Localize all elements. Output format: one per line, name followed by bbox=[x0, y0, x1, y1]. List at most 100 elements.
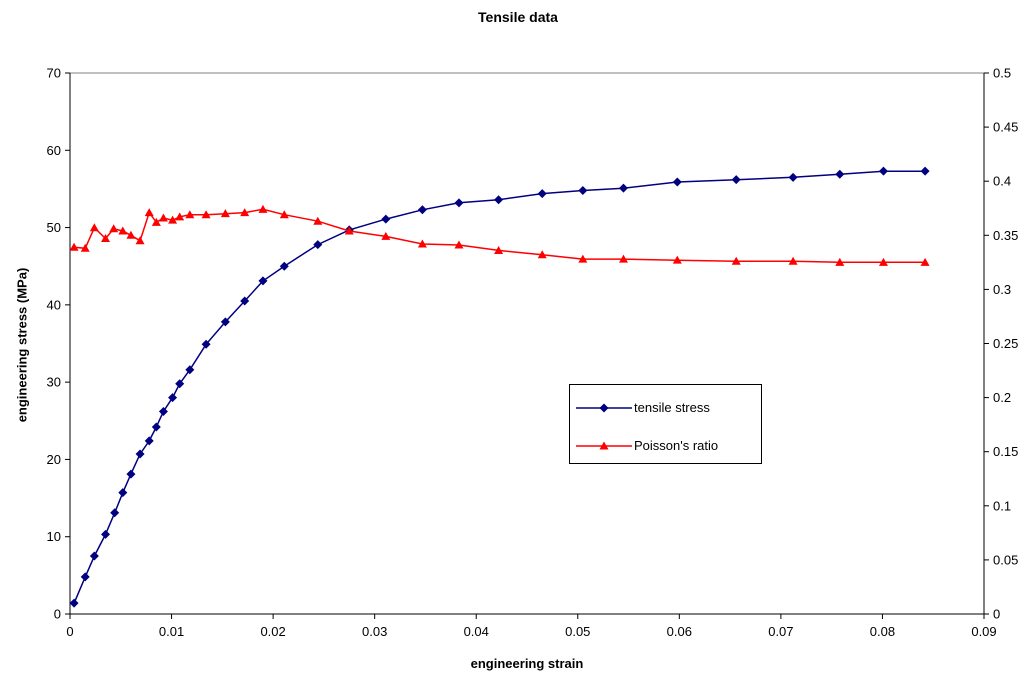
data-point-poisson-s-ratio bbox=[920, 257, 930, 266]
data-point-tensile-stress bbox=[69, 598, 79, 608]
data-point-poisson-s-ratio bbox=[89, 223, 99, 232]
data-point-poisson-s-ratio bbox=[109, 224, 119, 233]
data-point-tensile-stress bbox=[417, 205, 427, 215]
y2-tick-label: 0.05 bbox=[993, 552, 1018, 567]
x-tick-label: 0.02 bbox=[260, 624, 285, 639]
data-point-tensile-stress bbox=[80, 572, 90, 582]
y-tick-label: 50 bbox=[47, 220, 61, 235]
x-tick-label: 0.08 bbox=[870, 624, 895, 639]
data-point-tensile-stress bbox=[788, 172, 798, 182]
data-point-poisson-s-ratio bbox=[240, 208, 250, 217]
data-point-tensile-stress bbox=[201, 339, 211, 349]
data-point-poisson-s-ratio bbox=[80, 243, 90, 252]
y2-tick-label: 0.3 bbox=[993, 282, 1011, 297]
y2-tick-label: 0.1 bbox=[993, 498, 1011, 513]
data-point-tensile-stress bbox=[118, 488, 128, 498]
data-point-poisson-s-ratio bbox=[537, 250, 547, 259]
legend-item-poissons-ratio: Poisson's ratio bbox=[570, 436, 763, 456]
y-tick-label: 60 bbox=[47, 143, 61, 158]
legend-triangle-marker-icon bbox=[576, 441, 632, 450]
y2-tick-label: 0.35 bbox=[993, 228, 1018, 243]
x-tick-label: 0 bbox=[66, 624, 73, 639]
data-point-poisson-s-ratio bbox=[201, 210, 211, 219]
x-tick-label: 0.01 bbox=[159, 624, 184, 639]
data-point-tensile-stress bbox=[158, 407, 168, 417]
data-point-tensile-stress bbox=[381, 214, 391, 224]
data-point-tensile-stress bbox=[175, 379, 185, 389]
data-point-tensile-stress bbox=[454, 198, 464, 208]
y2-tick-label: 0.45 bbox=[993, 120, 1018, 135]
data-point-tensile-stress bbox=[135, 449, 145, 459]
y-tick-label: 70 bbox=[47, 66, 61, 81]
legend: tensile stress Poisson's ratio bbox=[569, 384, 762, 464]
data-point-poisson-s-ratio bbox=[313, 216, 323, 225]
x-tick-label: 0.09 bbox=[971, 624, 996, 639]
y2-tick-label: 0.15 bbox=[993, 444, 1018, 459]
data-point-poisson-s-ratio bbox=[578, 254, 588, 263]
x-tick-label: 0.05 bbox=[565, 624, 590, 639]
data-point-poisson-s-ratio bbox=[381, 231, 391, 240]
x-tick-label: 0.06 bbox=[667, 624, 692, 639]
x-tick-label: 0.03 bbox=[362, 624, 387, 639]
series-line-tensile-stress bbox=[73, 170, 926, 604]
data-point-tensile-stress bbox=[878, 166, 888, 176]
data-point-tensile-stress bbox=[185, 365, 195, 375]
data-point-poisson-s-ratio bbox=[731, 256, 741, 265]
data-point-tensile-stress bbox=[126, 469, 136, 479]
y2-tick-label: 0.4 bbox=[993, 174, 1011, 189]
data-point-tensile-stress bbox=[494, 195, 504, 205]
y2-tick-label: 0.5 bbox=[993, 66, 1011, 81]
data-point-poisson-s-ratio bbox=[417, 239, 427, 248]
data-point-poisson-s-ratio bbox=[151, 217, 161, 226]
data-point-poisson-s-ratio bbox=[258, 204, 268, 213]
data-point-tensile-stress bbox=[240, 296, 250, 306]
x-tick-label: 0.07 bbox=[768, 624, 793, 639]
data-point-poisson-s-ratio bbox=[454, 240, 464, 249]
data-point-poisson-s-ratio bbox=[168, 215, 178, 224]
data-point-tensile-stress bbox=[220, 317, 230, 327]
data-point-tensile-stress bbox=[731, 175, 741, 185]
y2-tick-label: 0 bbox=[993, 607, 1000, 622]
chart-title: Tensile data bbox=[478, 9, 558, 25]
data-point-tensile-stress bbox=[920, 166, 930, 176]
data-point-poisson-s-ratio bbox=[185, 210, 195, 219]
data-point-poisson-s-ratio bbox=[126, 230, 136, 239]
legend-label-poissons-ratio: Poisson's ratio bbox=[634, 438, 719, 453]
data-point-tensile-stress bbox=[144, 436, 154, 446]
y-tick-label: 0 bbox=[54, 607, 61, 622]
y-tick-label: 20 bbox=[47, 452, 61, 467]
series-line-poisson-s-ratio bbox=[74, 208, 926, 264]
data-point-tensile-stress bbox=[101, 529, 111, 539]
data-point-poisson-s-ratio bbox=[788, 256, 798, 265]
data-point-tensile-stress bbox=[110, 508, 120, 518]
data-point-tensile-stress bbox=[258, 276, 268, 286]
y2-tick-label: 0.25 bbox=[993, 336, 1018, 351]
data-point-poisson-s-ratio bbox=[835, 257, 845, 266]
legend-label-tensile-stress: tensile stress bbox=[634, 400, 710, 415]
data-point-tensile-stress bbox=[168, 393, 178, 403]
data-point-poisson-s-ratio bbox=[69, 242, 79, 251]
data-point-poisson-s-ratio bbox=[144, 208, 154, 217]
data-point-poisson-s-ratio bbox=[878, 257, 888, 266]
data-point-poisson-s-ratio bbox=[101, 234, 111, 243]
data-point-tensile-stress bbox=[618, 183, 628, 193]
data-point-poisson-s-ratio bbox=[118, 226, 128, 235]
data-point-poisson-s-ratio bbox=[220, 209, 230, 218]
data-point-poisson-s-ratio bbox=[344, 226, 354, 235]
data-point-poisson-s-ratio bbox=[158, 213, 168, 222]
data-point-poisson-s-ratio bbox=[175, 212, 185, 221]
y-tick-label: 40 bbox=[47, 297, 61, 312]
y-tick-label: 10 bbox=[47, 529, 61, 544]
data-point-tensile-stress bbox=[313, 240, 323, 250]
data-point-tensile-stress bbox=[279, 261, 289, 271]
data-point-tensile-stress bbox=[835, 169, 845, 179]
x-axis-label: engineering strain bbox=[470, 656, 584, 671]
data-point-poisson-s-ratio bbox=[135, 236, 145, 245]
data-point-poisson-s-ratio bbox=[618, 254, 628, 263]
data-point-poisson-s-ratio bbox=[279, 210, 289, 219]
data-point-tensile-stress bbox=[151, 422, 161, 432]
y2-tick-label: 0.2 bbox=[993, 390, 1011, 405]
y-axis-label: engineering stress (MPa) bbox=[14, 267, 30, 423]
